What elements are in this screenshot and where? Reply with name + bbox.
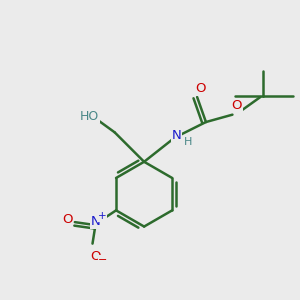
Text: +: + <box>98 211 106 221</box>
Text: O: O <box>195 82 205 95</box>
Text: O: O <box>90 250 101 262</box>
Text: O: O <box>232 99 242 112</box>
Text: N: N <box>172 129 182 142</box>
Text: H: H <box>184 137 192 147</box>
Text: O: O <box>62 213 73 226</box>
Text: −: − <box>98 255 107 266</box>
Text: HO: HO <box>80 110 99 123</box>
Text: N: N <box>91 215 100 228</box>
